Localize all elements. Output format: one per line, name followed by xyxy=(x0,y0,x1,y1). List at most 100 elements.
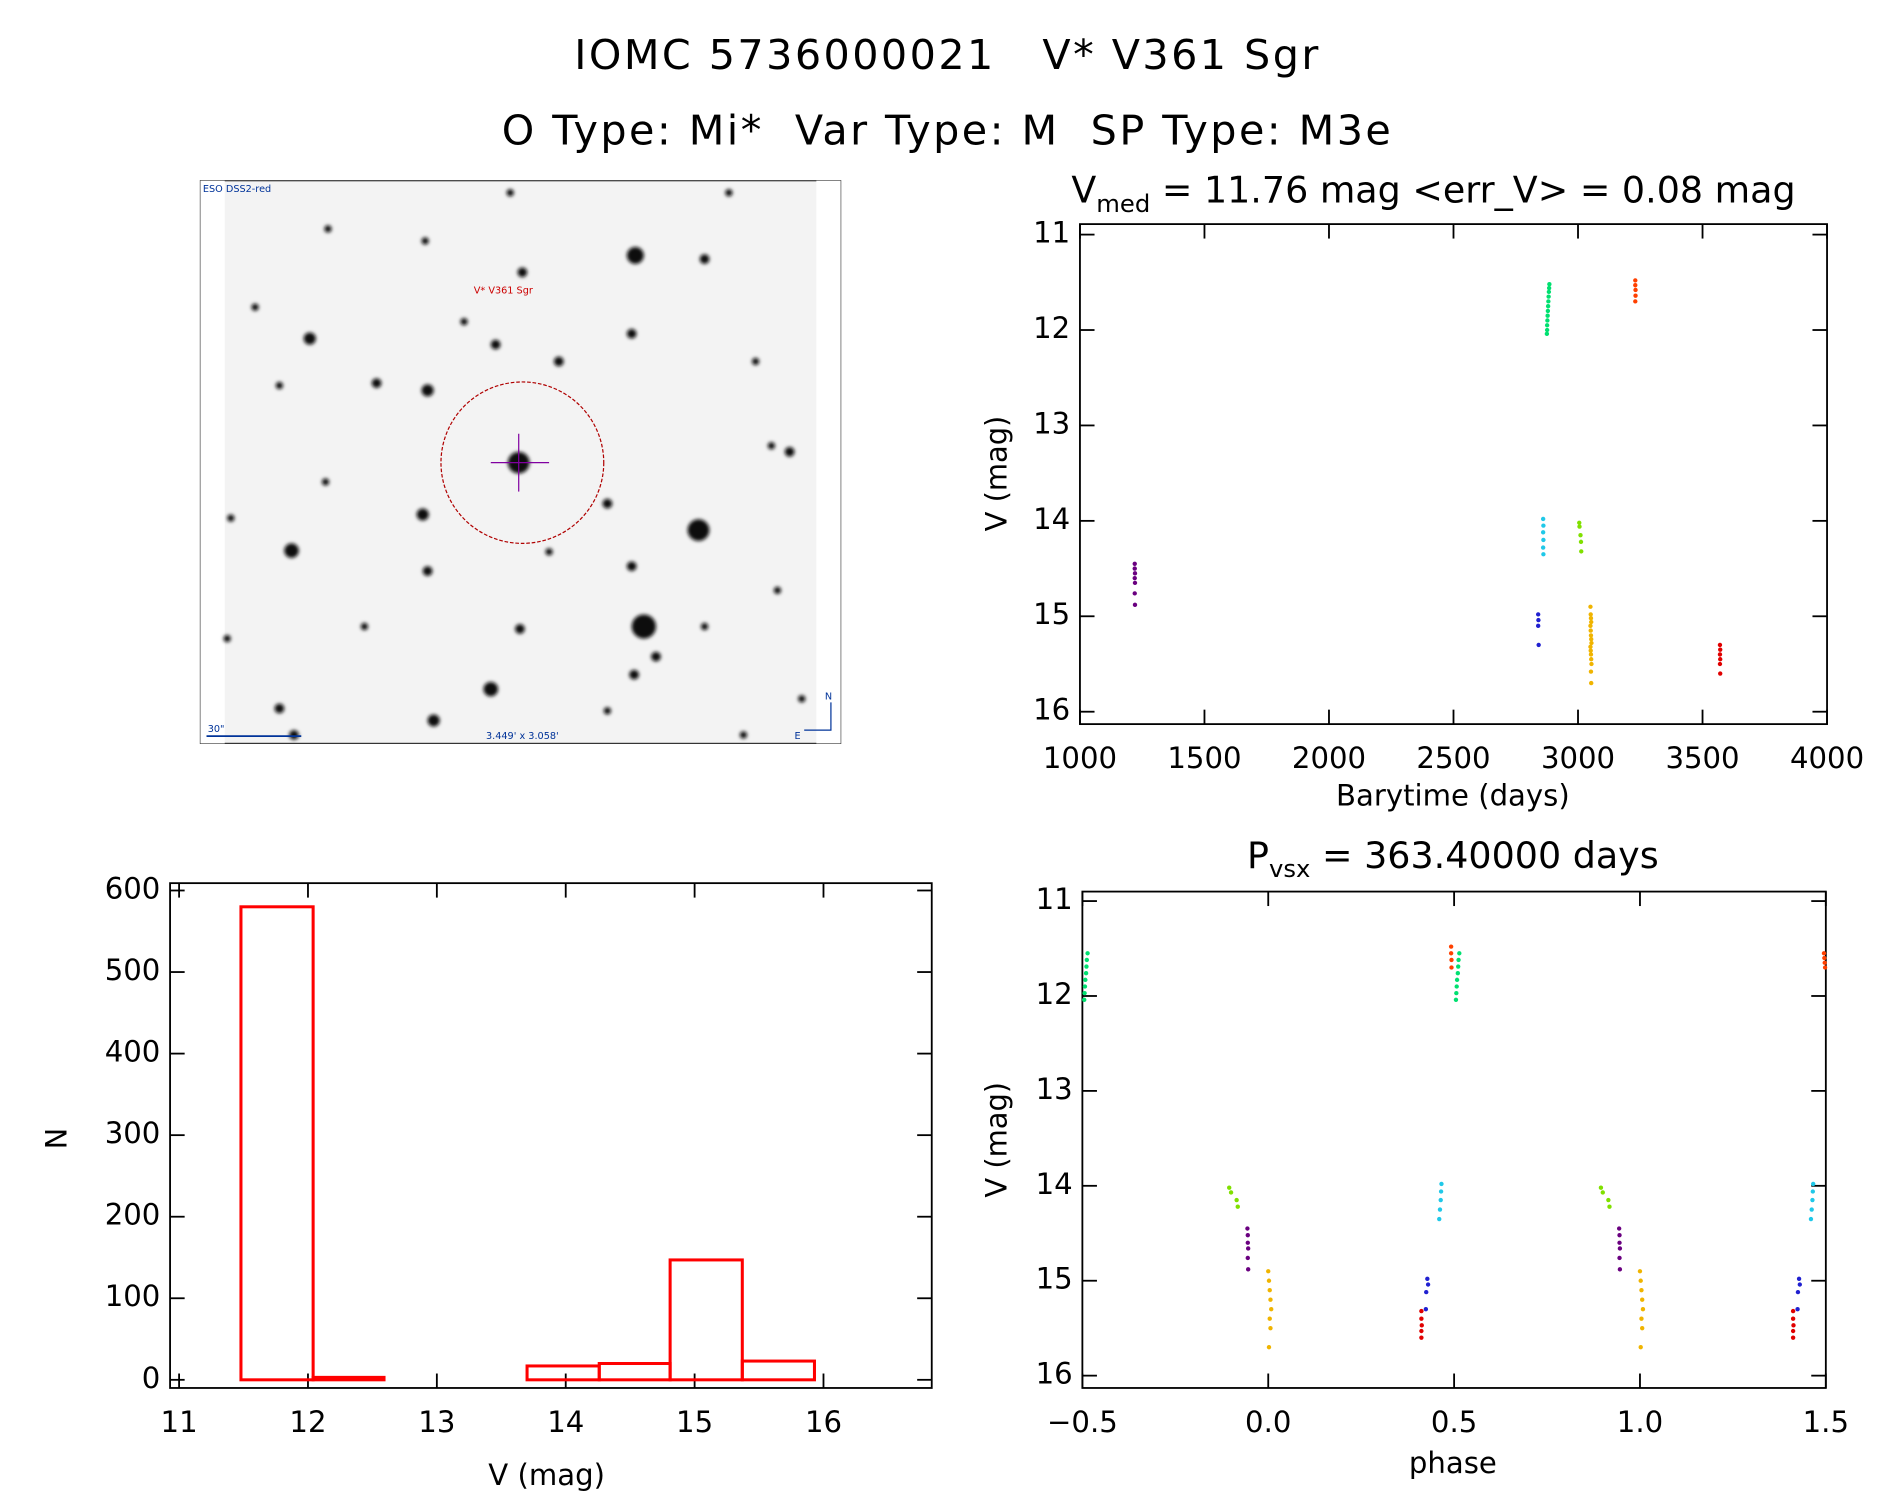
point xyxy=(1424,1289,1429,1295)
x-tick-label: 1500 xyxy=(1167,741,1241,775)
panel-title: Vmed = 11.76 mag <err_V> = 0.08 mag xyxy=(1071,169,1795,218)
point xyxy=(1589,680,1594,686)
star xyxy=(274,703,285,714)
point xyxy=(1540,530,1546,535)
x-tick-label: 2000 xyxy=(1292,741,1366,775)
star xyxy=(651,651,661,662)
point xyxy=(1454,977,1460,983)
point xyxy=(1455,971,1461,976)
star xyxy=(324,225,332,233)
point xyxy=(1717,652,1723,657)
point xyxy=(1132,566,1137,571)
x-tick-label: 4000 xyxy=(1790,741,1864,775)
point xyxy=(1588,623,1593,628)
point xyxy=(1822,955,1827,961)
point xyxy=(1084,964,1089,969)
y-tick-label: 13 xyxy=(1033,407,1070,441)
point xyxy=(1448,951,1454,956)
point xyxy=(1717,642,1723,648)
point xyxy=(1234,1197,1239,1203)
point xyxy=(1245,1232,1250,1238)
star xyxy=(603,707,612,715)
bar xyxy=(239,905,315,1382)
x-axis-label: V (mag) xyxy=(488,1458,605,1492)
point xyxy=(1577,520,1582,525)
point xyxy=(1617,1232,1622,1238)
star xyxy=(553,356,564,367)
star xyxy=(784,446,795,457)
point xyxy=(1453,997,1459,1002)
point xyxy=(1457,951,1462,956)
y-tick-label: 100 xyxy=(105,1279,161,1313)
point xyxy=(1541,552,1546,557)
point xyxy=(1449,957,1454,963)
star xyxy=(227,514,235,522)
point xyxy=(1085,951,1090,956)
point xyxy=(1790,1316,1796,1321)
point xyxy=(1245,1267,1251,1272)
title-part: = 363.40000 days xyxy=(1310,834,1658,877)
y-tick-label: 11 xyxy=(1036,882,1073,916)
point xyxy=(1810,1189,1816,1194)
x-tick-label: 1000 xyxy=(1043,741,1117,775)
point xyxy=(1419,1323,1424,1328)
compass xyxy=(804,702,832,731)
point xyxy=(1589,637,1594,642)
point xyxy=(1588,604,1593,609)
point xyxy=(1637,1269,1643,1274)
point xyxy=(1448,944,1454,949)
point xyxy=(1228,1190,1234,1195)
point xyxy=(1544,327,1550,333)
bar xyxy=(668,1258,744,1382)
point xyxy=(1267,1288,1272,1293)
star xyxy=(251,303,259,311)
image-target: V* V361 Sgr xyxy=(474,285,533,296)
image-scale: 30" xyxy=(208,724,225,735)
stars xyxy=(223,189,806,740)
point xyxy=(1267,1316,1272,1321)
point xyxy=(1449,965,1454,970)
point xyxy=(1227,1185,1232,1190)
image-margin xyxy=(200,180,225,744)
point xyxy=(1456,964,1461,969)
point xyxy=(1606,1197,1611,1203)
star xyxy=(421,237,429,245)
point xyxy=(1639,1316,1644,1321)
point xyxy=(1588,612,1593,617)
y-tick-label: 15 xyxy=(1036,1262,1073,1296)
finder-image: ESO DSS2-red V* V361 Sgr 30" 3.449' x 3.… xyxy=(199,180,842,744)
y-tick-label: 600 xyxy=(105,872,161,906)
point xyxy=(1082,997,1087,1002)
point xyxy=(1638,1278,1643,1283)
point xyxy=(1633,278,1638,283)
panel-title: Pvsx = 363.40000 days xyxy=(1247,834,1659,883)
point xyxy=(1132,575,1137,581)
point xyxy=(1718,657,1723,662)
point xyxy=(1266,1278,1272,1283)
x-tick-label: 11 xyxy=(161,1405,198,1439)
point xyxy=(1536,642,1541,648)
y-tick-label: 14 xyxy=(1036,1167,1073,1201)
star xyxy=(517,267,528,278)
title-part: = 11.76 mag <err_V> = 0.08 mag xyxy=(1150,169,1795,212)
bar xyxy=(740,1359,816,1382)
point xyxy=(1795,1289,1801,1295)
x-tick-label: 13 xyxy=(418,1405,455,1439)
star xyxy=(421,384,434,397)
point xyxy=(1541,523,1546,528)
y-axis-label: V (mag) xyxy=(979,1082,1013,1198)
point xyxy=(1588,633,1594,638)
y-tick-label: 200 xyxy=(105,1198,161,1232)
star xyxy=(545,548,553,556)
point xyxy=(1546,294,1551,299)
point xyxy=(1266,1344,1272,1350)
star xyxy=(422,566,433,576)
point xyxy=(1633,283,1638,288)
x-tick-label: 12 xyxy=(289,1405,326,1439)
bar xyxy=(311,1375,386,1382)
point xyxy=(1419,1308,1424,1314)
star xyxy=(699,254,710,264)
x-tick-label: 0.5 xyxy=(1431,1405,1477,1439)
point xyxy=(1132,591,1137,596)
star xyxy=(626,246,644,264)
